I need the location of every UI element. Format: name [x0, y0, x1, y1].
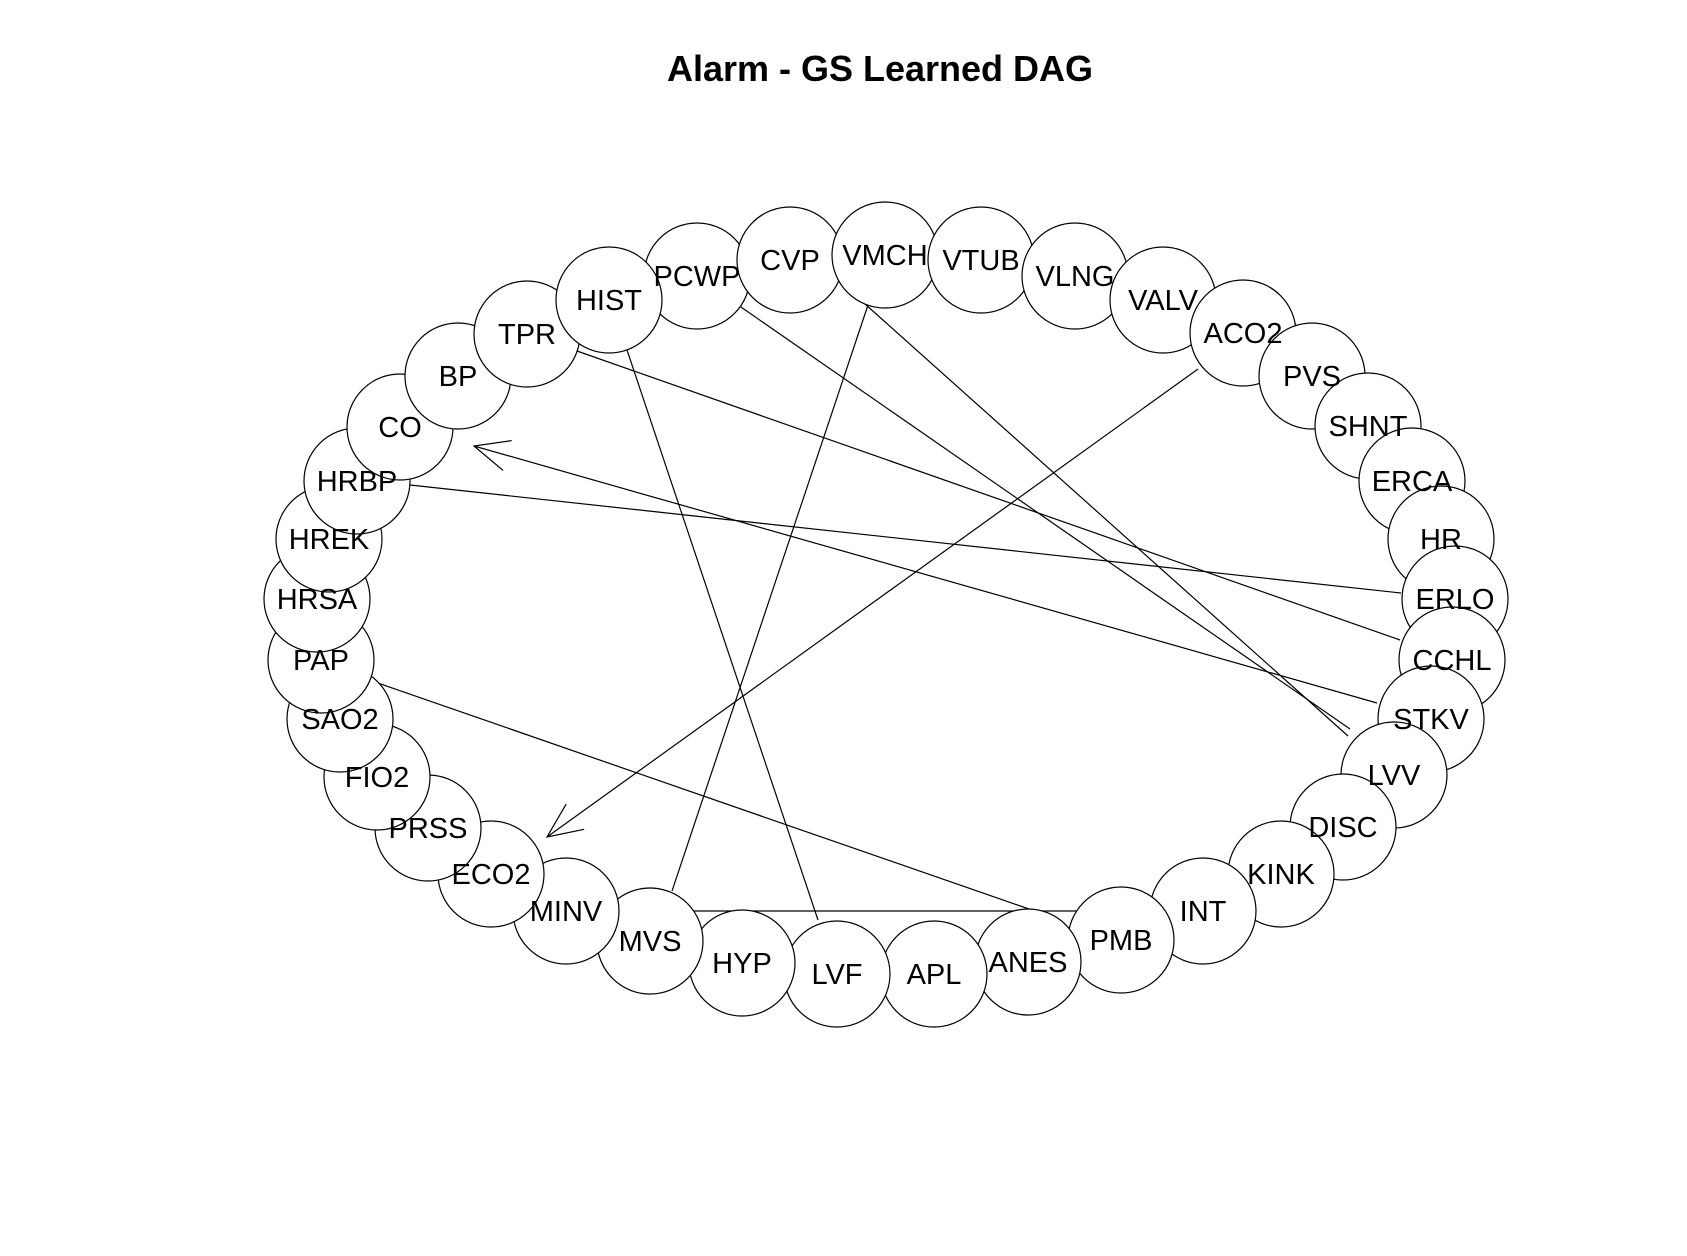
node-label-hrsa: HRSA	[277, 584, 358, 616]
node-label-hist: HIST	[576, 285, 642, 317]
arrowhead-co	[472, 440, 512, 471]
diagram-title: Alarm - GS Learned DAG	[666, 48, 1094, 89]
node-label-bp: BP	[439, 361, 478, 393]
node-label-erca: ERCA	[1372, 466, 1453, 498]
node-label-pcwp: PCWP	[654, 261, 741, 293]
node-label-hrbp: HRBP	[317, 466, 398, 498]
node-label-vlng: VLNG	[1036, 261, 1115, 293]
node-label-int: INT	[1180, 896, 1227, 928]
edge-aco2-eco2	[546, 368, 1199, 838]
edge-pcwp-lvv	[737, 304, 1351, 730]
arrowhead-eco2	[545, 803, 585, 838]
edge-pap-anes	[371, 680, 1030, 910]
node-label-anes: ANES	[989, 947, 1068, 979]
node-label-pmb: PMB	[1090, 925, 1153, 957]
node-label-tpr: TPR	[498, 319, 556, 351]
node-label-cvp: CVP	[760, 245, 820, 277]
node-label-prss: PRSS	[389, 813, 468, 845]
edge-hrbp-erlo	[409, 484, 1402, 594]
node-label-mvs: MVS	[619, 926, 682, 958]
node-label-stkv: STKV	[1393, 704, 1469, 736]
node-label-hyp: HYP	[712, 948, 772, 980]
node-label-fio2: FIO2	[345, 762, 409, 794]
edge-hist-lvf	[625, 346, 819, 921]
node-label-apl: APL	[907, 959, 962, 991]
node-label-pvs: PVS	[1283, 361, 1341, 393]
node-label-erlo: ERLO	[1416, 584, 1495, 616]
edges-layer	[371, 303, 1402, 921]
node-label-hr: HR	[1420, 524, 1462, 556]
node-label-eco2: ECO2	[452, 859, 531, 891]
node-label-vmch: VMCH	[842, 240, 927, 272]
node-label-lvv: LVV	[1368, 760, 1421, 792]
node-label-co: CO	[378, 412, 422, 444]
node-label-kink: KINK	[1247, 859, 1315, 891]
node-label-lvf: LVF	[811, 959, 862, 991]
node-label-disc: DISC	[1308, 812, 1377, 844]
node-label-cchl: CCHL	[1413, 645, 1492, 677]
node-label-valv: VALV	[1128, 285, 1199, 317]
node-label-aco2: ACO2	[1204, 318, 1283, 350]
node-label-shnt: SHNT	[1329, 411, 1408, 443]
edge-vmch-lvv	[864, 303, 1349, 737]
node-label-pap: PAP	[293, 645, 349, 677]
edge-vmch-mvs	[671, 304, 869, 892]
node-label-hrek: HREK	[289, 524, 370, 556]
edge-tpr-cchl	[576, 350, 1401, 641]
edge-stkv-co	[473, 445, 1378, 704]
node-label-sao2: SAO2	[301, 704, 378, 736]
node-label-vtub: VTUB	[942, 245, 1019, 277]
node-hist	[555, 246, 663, 354]
node-label-minv: MINV	[530, 896, 603, 928]
